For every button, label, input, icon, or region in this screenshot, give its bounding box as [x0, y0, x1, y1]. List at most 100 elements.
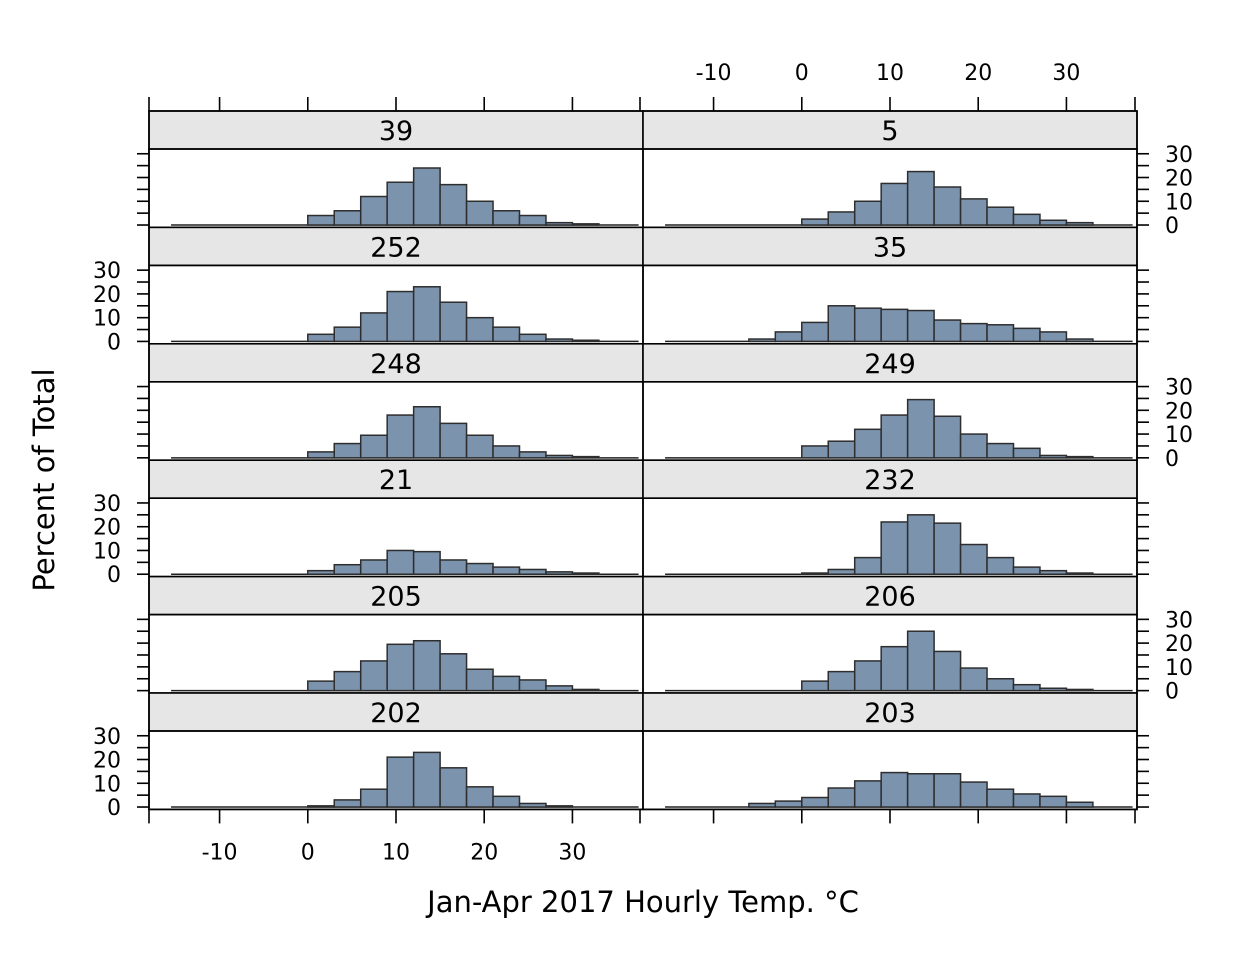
bar-5-11: [1039, 219, 1068, 226]
bar-5-4: [853, 200, 882, 226]
bar-205-11: [545, 685, 574, 692]
strip-label-203: 203: [864, 698, 916, 729]
bar-21-8: [465, 562, 494, 575]
panel-252: 252: [148, 226, 644, 345]
bar-5-10: [1012, 213, 1041, 226]
bar-39-9: [492, 210, 521, 226]
y-tick-label: 30: [93, 492, 121, 517]
bar-203-2: [801, 796, 829, 808]
bar-202-2: [307, 805, 335, 808]
bar-203-4: [853, 780, 882, 808]
bar-249-4: [853, 428, 882, 459]
axes-layer: 0102030010203001020300102030010203001020…: [93, 61, 1193, 865]
bar-248-8: [465, 434, 494, 459]
bar-5-12: [1065, 221, 1094, 226]
panel-202: 202: [148, 692, 644, 811]
bar-205-9: [492, 675, 521, 692]
bar-21-11: [545, 571, 574, 575]
bar-5-2: [801, 218, 829, 226]
bar-205-4: [359, 660, 388, 692]
y-tick-label: 30: [1165, 608, 1193, 633]
x-tick-label-top: 10: [876, 61, 904, 86]
bar-252-2: [307, 333, 335, 343]
bar-252-8: [465, 316, 494, 343]
bar-5-6: [906, 170, 935, 226]
y-tick-label: 20: [1165, 167, 1193, 192]
panel-35: 35: [642, 226, 1138, 345]
bar-39-5: [386, 181, 415, 226]
y-tick-label: 0: [107, 796, 121, 821]
y-tick-label: 0: [1165, 680, 1179, 705]
bar-5-9: [986, 206, 1015, 226]
bar-202-11: [545, 805, 574, 808]
bar-21-12: [571, 572, 600, 575]
y-tick-label: 20: [93, 516, 121, 541]
panel-21: 21: [148, 459, 644, 578]
bar-232-5: [880, 521, 909, 575]
bar-232-4: [853, 556, 882, 575]
panel-248: 248: [148, 342, 644, 461]
bar-35-7: [933, 319, 962, 343]
strip-label-202: 202: [370, 698, 422, 729]
panel-203: 203: [642, 692, 1138, 811]
x-tick-label-top: 20: [964, 61, 992, 86]
bar-249-6: [906, 398, 935, 459]
bar-248-9: [492, 445, 521, 459]
bar-206-12: [1065, 688, 1094, 692]
bar-21-6: [412, 550, 441, 575]
x-tick-label-top: 0: [795, 61, 809, 86]
bar-252-4: [359, 312, 388, 343]
bar-249-8: [959, 433, 988, 459]
y-tick-label: 20: [93, 749, 121, 774]
bar-206-5: [880, 645, 909, 692]
bar-202-10: [518, 802, 547, 808]
bar-35-12: [1065, 338, 1094, 343]
y-tick-label: 10: [1165, 190, 1193, 215]
bar-232-3: [827, 568, 856, 575]
x-tick-label-top: 30: [1052, 61, 1080, 86]
strip-21: [148, 459, 644, 500]
bar-21-4: [359, 559, 388, 575]
bar-203-1: [774, 800, 803, 808]
bar-21-10: [518, 568, 547, 575]
bar-206-9: [986, 677, 1015, 692]
y-axis-label: Percent of Total: [27, 368, 61, 591]
bar-202-9: [492, 795, 521, 808]
bar-232-6: [906, 514, 935, 575]
bar-206-2: [801, 680, 829, 692]
bar-39-12: [571, 223, 600, 226]
bar-35-1: [774, 331, 803, 343]
bar-39-6: [412, 167, 441, 226]
y-tick-label: 30: [93, 259, 121, 284]
y-tick-label: 20: [93, 283, 121, 308]
y-tick-label: 20: [1165, 632, 1193, 657]
bar-203-0: [748, 802, 777, 808]
strip-35: [642, 226, 1138, 267]
bar-5-5: [880, 182, 909, 226]
bar-21-2: [307, 569, 335, 575]
y-tick-label: 10: [1165, 656, 1193, 681]
bar-35-10: [1012, 327, 1041, 343]
bar-35-3: [827, 305, 856, 343]
bar-252-3: [333, 326, 362, 343]
bar-203-6: [906, 773, 935, 808]
bar-232-2: [801, 572, 829, 575]
bar-206-8: [959, 667, 988, 692]
strip-249: [642, 342, 1138, 383]
y-tick-label: 10: [93, 772, 121, 797]
strip-label-39: 39: [379, 116, 413, 147]
bar-205-6: [412, 639, 441, 692]
bar-35-9: [986, 324, 1015, 343]
strip-label-232: 232: [864, 465, 916, 496]
x-axis-label: Jan-Apr 2017 Hourly Temp. °C: [425, 885, 859, 919]
bar-232-9: [986, 556, 1015, 575]
strip-label-205: 205: [370, 582, 422, 613]
bar-252-9: [492, 326, 521, 343]
bar-206-4: [853, 660, 882, 692]
y-tick-label: 30: [93, 725, 121, 750]
bar-252-12: [571, 339, 600, 343]
strip-label-206: 206: [864, 582, 916, 613]
x-tick-label-bottom: 30: [558, 840, 586, 865]
y-tick-label: 0: [107, 563, 121, 588]
